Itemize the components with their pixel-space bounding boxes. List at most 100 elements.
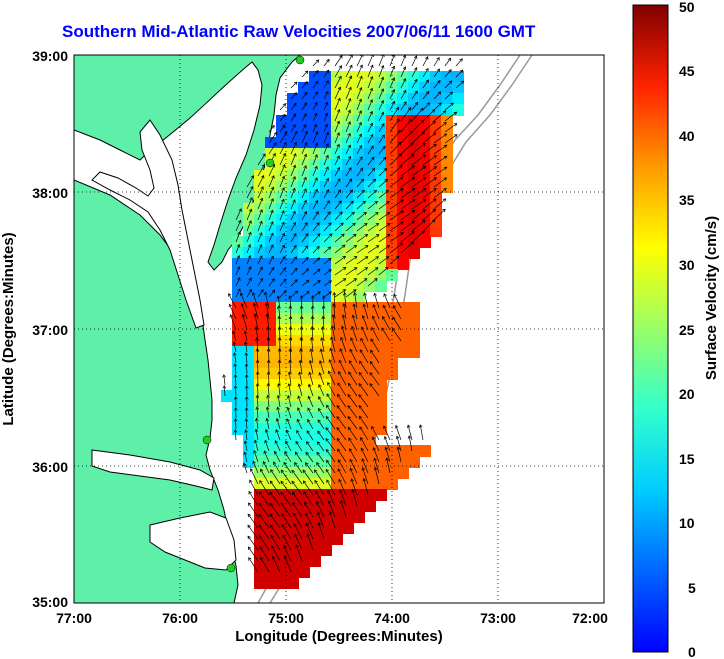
velocity-cell [419, 93, 431, 105]
vector-arrowhead [348, 75, 353, 80]
vector-arrowhead [313, 123, 318, 128]
velocity-cell [331, 258, 343, 270]
current-vector [334, 267, 347, 276]
vector-arrowhead [339, 211, 343, 215]
velocity-cell [397, 181, 409, 193]
velocity-cell [287, 170, 299, 182]
velocity-cell [353, 423, 365, 435]
velocity-cell [342, 423, 354, 435]
velocity-cell [254, 170, 266, 182]
velocity-cell [397, 104, 409, 116]
vector-arrowhead [255, 406, 259, 410]
current-vector [317, 512, 325, 529]
current-vector [278, 371, 281, 386]
velocity-cell [397, 335, 409, 347]
current-vector [307, 419, 314, 430]
vector-arrowhead [320, 337, 324, 341]
vector-arrowhead [353, 245, 358, 249]
velocity-cell [353, 346, 365, 358]
vector-arrowhead [453, 134, 458, 138]
vector-arrowhead [248, 277, 252, 282]
colorbar-tick: 30 [679, 257, 695, 273]
velocity-cell [342, 192, 354, 204]
vector-arrowhead [259, 209, 263, 213]
current-vector [433, 80, 441, 89]
current-vector [312, 124, 317, 133]
vector-arrowhead [382, 304, 386, 309]
velocity-cell [430, 82, 442, 94]
velocity-cell [298, 368, 310, 380]
velocity-cell [309, 93, 321, 105]
vector-arrowhead [253, 313, 258, 318]
vector-arrowhead [255, 382, 260, 387]
velocity-cell [353, 280, 365, 292]
vector-arrowhead [373, 189, 378, 194]
vector-arrowhead [380, 99, 385, 104]
velocity-cell [375, 126, 387, 138]
current-vector [309, 372, 314, 386]
velocity-cell [265, 346, 277, 358]
velocity-cell [232, 247, 244, 259]
vector-arrowhead [330, 336, 334, 341]
current-vector [295, 544, 303, 562]
vector-arrowhead [303, 153, 308, 158]
velocity-cell [331, 302, 343, 314]
current-vector [372, 315, 380, 331]
velocity-cell [375, 93, 387, 105]
vector-arrowhead [391, 77, 396, 81]
current-vector [444, 102, 454, 111]
colorbar-tick: 5 [688, 580, 696, 596]
current-vector [280, 469, 292, 485]
vector-arrowhead [281, 232, 285, 237]
vector-arrowhead [237, 288, 241, 293]
velocity-cell [375, 412, 387, 424]
vector-arrowhead [273, 131, 277, 136]
vector-arrowhead [340, 336, 344, 341]
vector-arrowhead [316, 257, 321, 261]
vector-arrowhead [259, 491, 263, 495]
current-vector [362, 467, 369, 485]
vector-arrowhead [325, 143, 329, 147]
velocity-cell [276, 159, 288, 171]
velocity-cell [287, 335, 299, 347]
velocity-cell [364, 269, 376, 281]
y-axis: 39:00 38:00 37:00 36:00 35:00 Latitude (… [0, 48, 68, 610]
vector-arrowhead [276, 406, 280, 411]
vector-arrowhead [449, 91, 453, 95]
vector-arrowhead [338, 75, 342, 80]
velocity-cell [298, 225, 310, 237]
velocity-cell [298, 137, 310, 149]
current-vector [383, 425, 391, 441]
vector-arrowhead [296, 418, 300, 423]
velocity-cell [408, 104, 420, 116]
velocity-cell [243, 291, 255, 303]
velocity-cell [298, 335, 310, 347]
velocity-cell [265, 335, 277, 347]
current-vector [258, 513, 270, 529]
colorbar-tick: 50 [679, 0, 695, 15]
current-vector [290, 103, 297, 111]
vector-arrowhead [411, 199, 416, 203]
vector-arrowhead [295, 544, 299, 549]
vector-arrowhead [270, 221, 274, 225]
vector-arrowhead [276, 383, 281, 387]
vector-arrowhead [299, 295, 304, 299]
current-vector [455, 69, 464, 78]
current-vector [353, 303, 358, 320]
current-vector [223, 374, 226, 386]
current-vector [316, 452, 325, 463]
vector-arrowhead [350, 478, 354, 482]
vector-arrowhead [325, 415, 330, 420]
vector-arrowhead [293, 256, 298, 260]
current-vector [323, 189, 330, 199]
current-vector [229, 304, 237, 320]
velocity-cell [287, 368, 299, 380]
velocity-cell [375, 401, 387, 413]
current-vector [308, 384, 314, 397]
velocity-cell [364, 456, 376, 468]
velocity-cell [364, 390, 376, 402]
current-vector [288, 383, 292, 397]
velocity-cell [353, 159, 365, 171]
current-vector [279, 153, 286, 166]
current-vector [325, 416, 336, 430]
